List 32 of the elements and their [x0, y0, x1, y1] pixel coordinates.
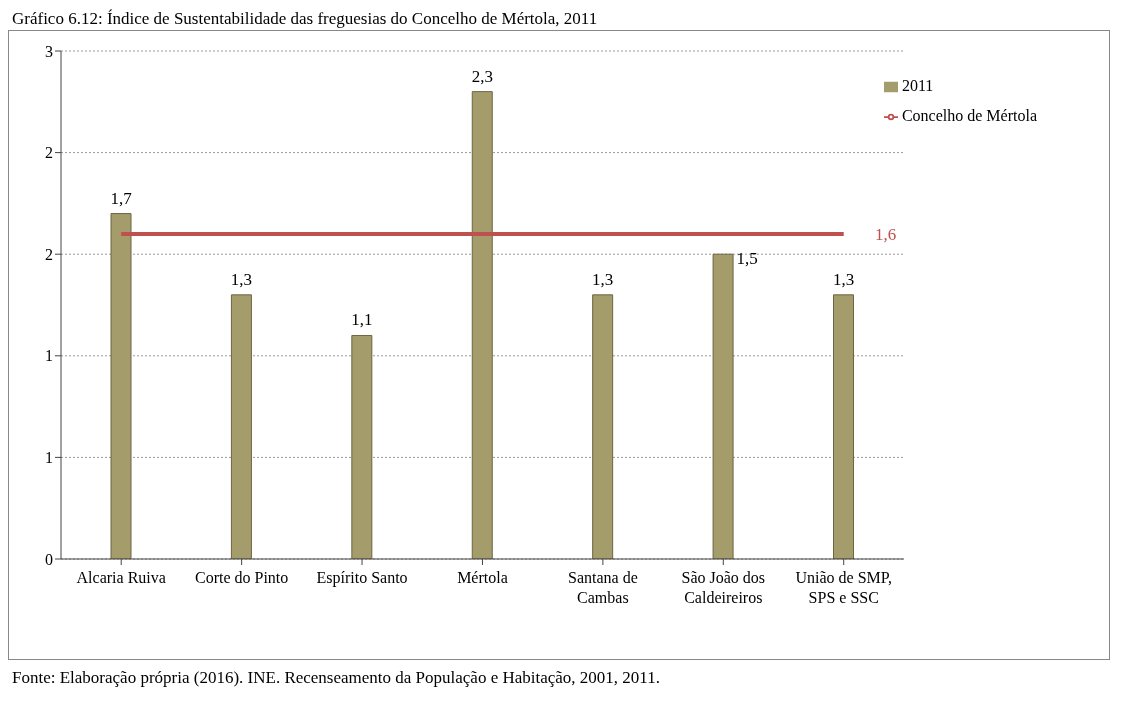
x-tick-label: Mértola: [457, 569, 508, 586]
bar: [230, 294, 252, 559]
legend-label: Concelho de Mértola: [901, 107, 1037, 124]
chart-title: Gráfico 6.12: Índice de Sustentabilidade das freguesias do Concelho de Mértola, 2011: [11, 8, 599, 30]
bar: [592, 294, 614, 559]
data-label: 1,7: [110, 188, 133, 208]
bar: [110, 213, 132, 559]
source-note: Fonte: Elaboração própria (2016). INE. Recenseamento da População e Habitação, 2001, 2011.: [11, 667, 661, 688]
bar: [351, 334, 373, 559]
x-tick-label: Santana de Cambas: [568, 569, 638, 606]
x-tick-label: União de SMP, SPS e SSC: [795, 569, 892, 606]
x-tick-label: São João dos Caldeireiros: [681, 569, 766, 606]
data-label: 1,5: [736, 249, 758, 269]
bar: [471, 91, 493, 559]
y-tick-label: 0: [45, 550, 53, 568]
bar: [833, 294, 854, 559]
y-tick-label: 3: [45, 42, 53, 60]
data-label: 1,3: [832, 269, 855, 289]
data-label: 1,3: [592, 269, 614, 289]
data-label: 2,3: [471, 66, 493, 86]
data-label: 1,1: [351, 310, 373, 330]
y-tick-label: 2: [45, 144, 53, 162]
bar: [712, 253, 734, 559]
y-tick-label: 1: [45, 347, 53, 365]
y-tick-label: 1: [45, 449, 53, 467]
x-tick-label: Alcaria Ruiva: [76, 569, 166, 586]
y-tick-label: 2: [45, 245, 53, 263]
data-label: 1,6: [875, 224, 897, 244]
x-tick-label: Espírito Santo: [316, 569, 408, 587]
legend-label: 2011: [901, 77, 934, 94]
x-tick-label: Corte do Pinto: [194, 569, 289, 586]
data-label: 1,3: [230, 269, 253, 289]
